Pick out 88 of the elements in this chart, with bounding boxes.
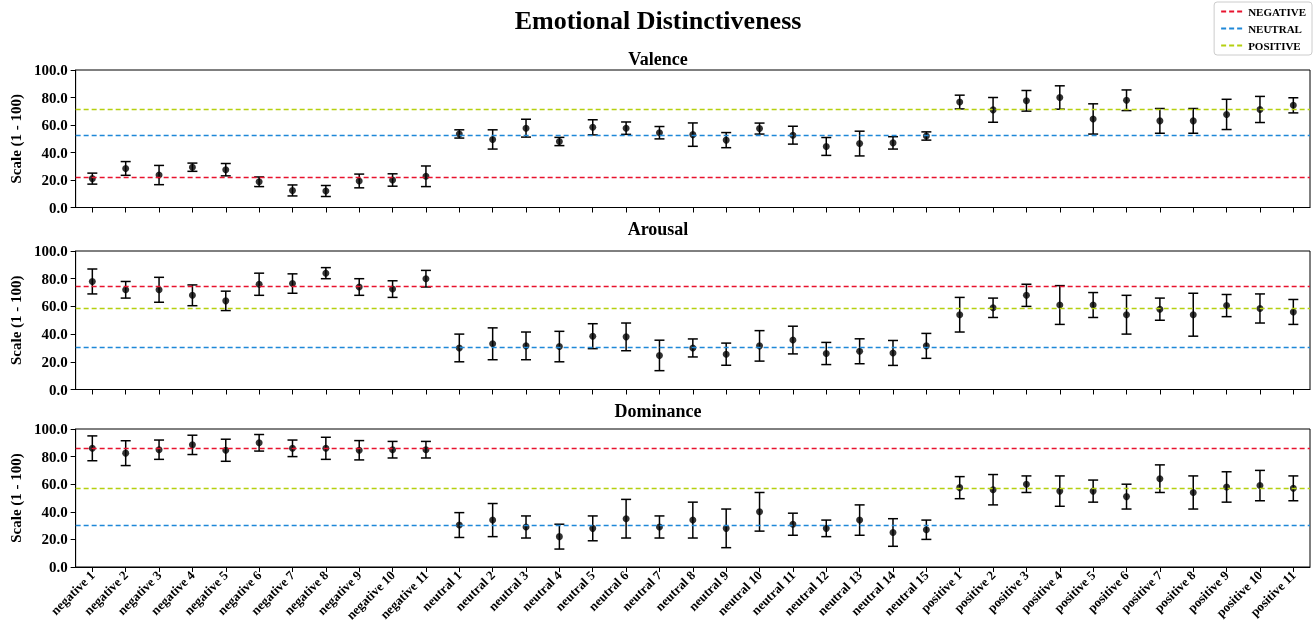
point bbox=[822, 524, 830, 532]
point bbox=[255, 439, 263, 447]
point bbox=[1123, 311, 1131, 319]
y-tick-label: 80.0 bbox=[41, 270, 68, 287]
point bbox=[489, 516, 497, 524]
point bbox=[756, 508, 764, 516]
point bbox=[589, 123, 597, 131]
point bbox=[1123, 493, 1131, 501]
y-tick-label: 80.0 bbox=[41, 89, 68, 106]
point bbox=[622, 124, 630, 132]
point bbox=[122, 164, 130, 172]
legend-label: NEUTRAL bbox=[1248, 22, 1302, 35]
point bbox=[655, 351, 663, 359]
point bbox=[889, 529, 897, 536]
legend-label: POSITIVE bbox=[1248, 39, 1301, 52]
point bbox=[589, 524, 597, 532]
point bbox=[1189, 311, 1197, 319]
point bbox=[1156, 475, 1164, 483]
point bbox=[1289, 308, 1297, 316]
point bbox=[956, 311, 964, 319]
y-axis-title: Scale (1 - 100) bbox=[7, 453, 25, 543]
point bbox=[922, 526, 930, 534]
y-axis-title: Scale (1 - 100) bbox=[7, 275, 25, 366]
y-tick-label: 0.0 bbox=[48, 199, 68, 216]
chart-subtitle: Valence bbox=[628, 49, 688, 69]
y-axis-title: Scale (1 - 100) bbox=[7, 93, 25, 184]
y-tick-label: 20.0 bbox=[41, 172, 68, 188]
point bbox=[856, 140, 864, 148]
point bbox=[389, 285, 397, 293]
point bbox=[355, 177, 363, 185]
y-tick-label: 80.0 bbox=[41, 448, 68, 465]
point bbox=[422, 275, 430, 283]
point bbox=[122, 449, 130, 457]
point bbox=[122, 286, 130, 294]
point bbox=[1289, 101, 1297, 109]
point bbox=[622, 515, 630, 523]
point bbox=[188, 291, 196, 299]
point bbox=[1189, 488, 1197, 496]
y-tick-label: 40.0 bbox=[41, 326, 68, 343]
chart-title: Dominance bbox=[614, 401, 702, 421]
point bbox=[1056, 94, 1064, 101]
y-tick-label: 100.0 bbox=[33, 421, 68, 437]
point bbox=[856, 516, 864, 524]
point bbox=[1022, 480, 1030, 488]
point bbox=[1189, 117, 1197, 125]
point bbox=[1223, 110, 1231, 118]
point bbox=[1156, 117, 1164, 125]
y-tick-label: 60.0 bbox=[41, 298, 68, 315]
point bbox=[622, 333, 630, 341]
y-tick-label: 100.0 bbox=[33, 62, 68, 78]
y-tick-label: 60.0 bbox=[41, 117, 68, 133]
chart-title: Arousal bbox=[627, 219, 689, 239]
point bbox=[88, 277, 96, 285]
point bbox=[222, 297, 230, 305]
point bbox=[822, 349, 830, 357]
y-tick-label: 20.0 bbox=[41, 353, 68, 370]
point bbox=[222, 166, 230, 174]
point bbox=[822, 142, 830, 150]
point bbox=[289, 280, 296, 288]
y-tick-label: 20.0 bbox=[41, 531, 68, 548]
point bbox=[1123, 96, 1131, 104]
legend-label: NEGATIVE bbox=[1248, 5, 1307, 18]
point bbox=[1256, 482, 1264, 490]
y-tick-label: 0.0 bbox=[48, 559, 68, 575]
y-tick-label: 40.0 bbox=[41, 503, 68, 520]
point bbox=[1223, 483, 1231, 491]
point bbox=[655, 129, 663, 137]
y-tick-label: 60.0 bbox=[41, 476, 68, 493]
y-tick-label: 0.0 bbox=[48, 381, 68, 398]
point bbox=[1089, 115, 1097, 123]
chart-title: Emotional Distinctiveness bbox=[514, 5, 802, 35]
point bbox=[188, 441, 196, 449]
point bbox=[1056, 301, 1064, 309]
point bbox=[956, 98, 964, 106]
point bbox=[1022, 97, 1030, 105]
point bbox=[722, 350, 730, 358]
point bbox=[1056, 487, 1064, 495]
y-tick-label: 100.0 bbox=[33, 243, 68, 259]
point bbox=[589, 332, 597, 340]
point bbox=[689, 516, 697, 524]
point bbox=[555, 533, 563, 541]
point bbox=[722, 136, 730, 144]
y-tick-label: 40.0 bbox=[41, 144, 68, 161]
point bbox=[856, 347, 864, 355]
point bbox=[489, 135, 497, 143]
point bbox=[1022, 291, 1030, 299]
point bbox=[489, 340, 497, 348]
point bbox=[1223, 302, 1231, 310]
